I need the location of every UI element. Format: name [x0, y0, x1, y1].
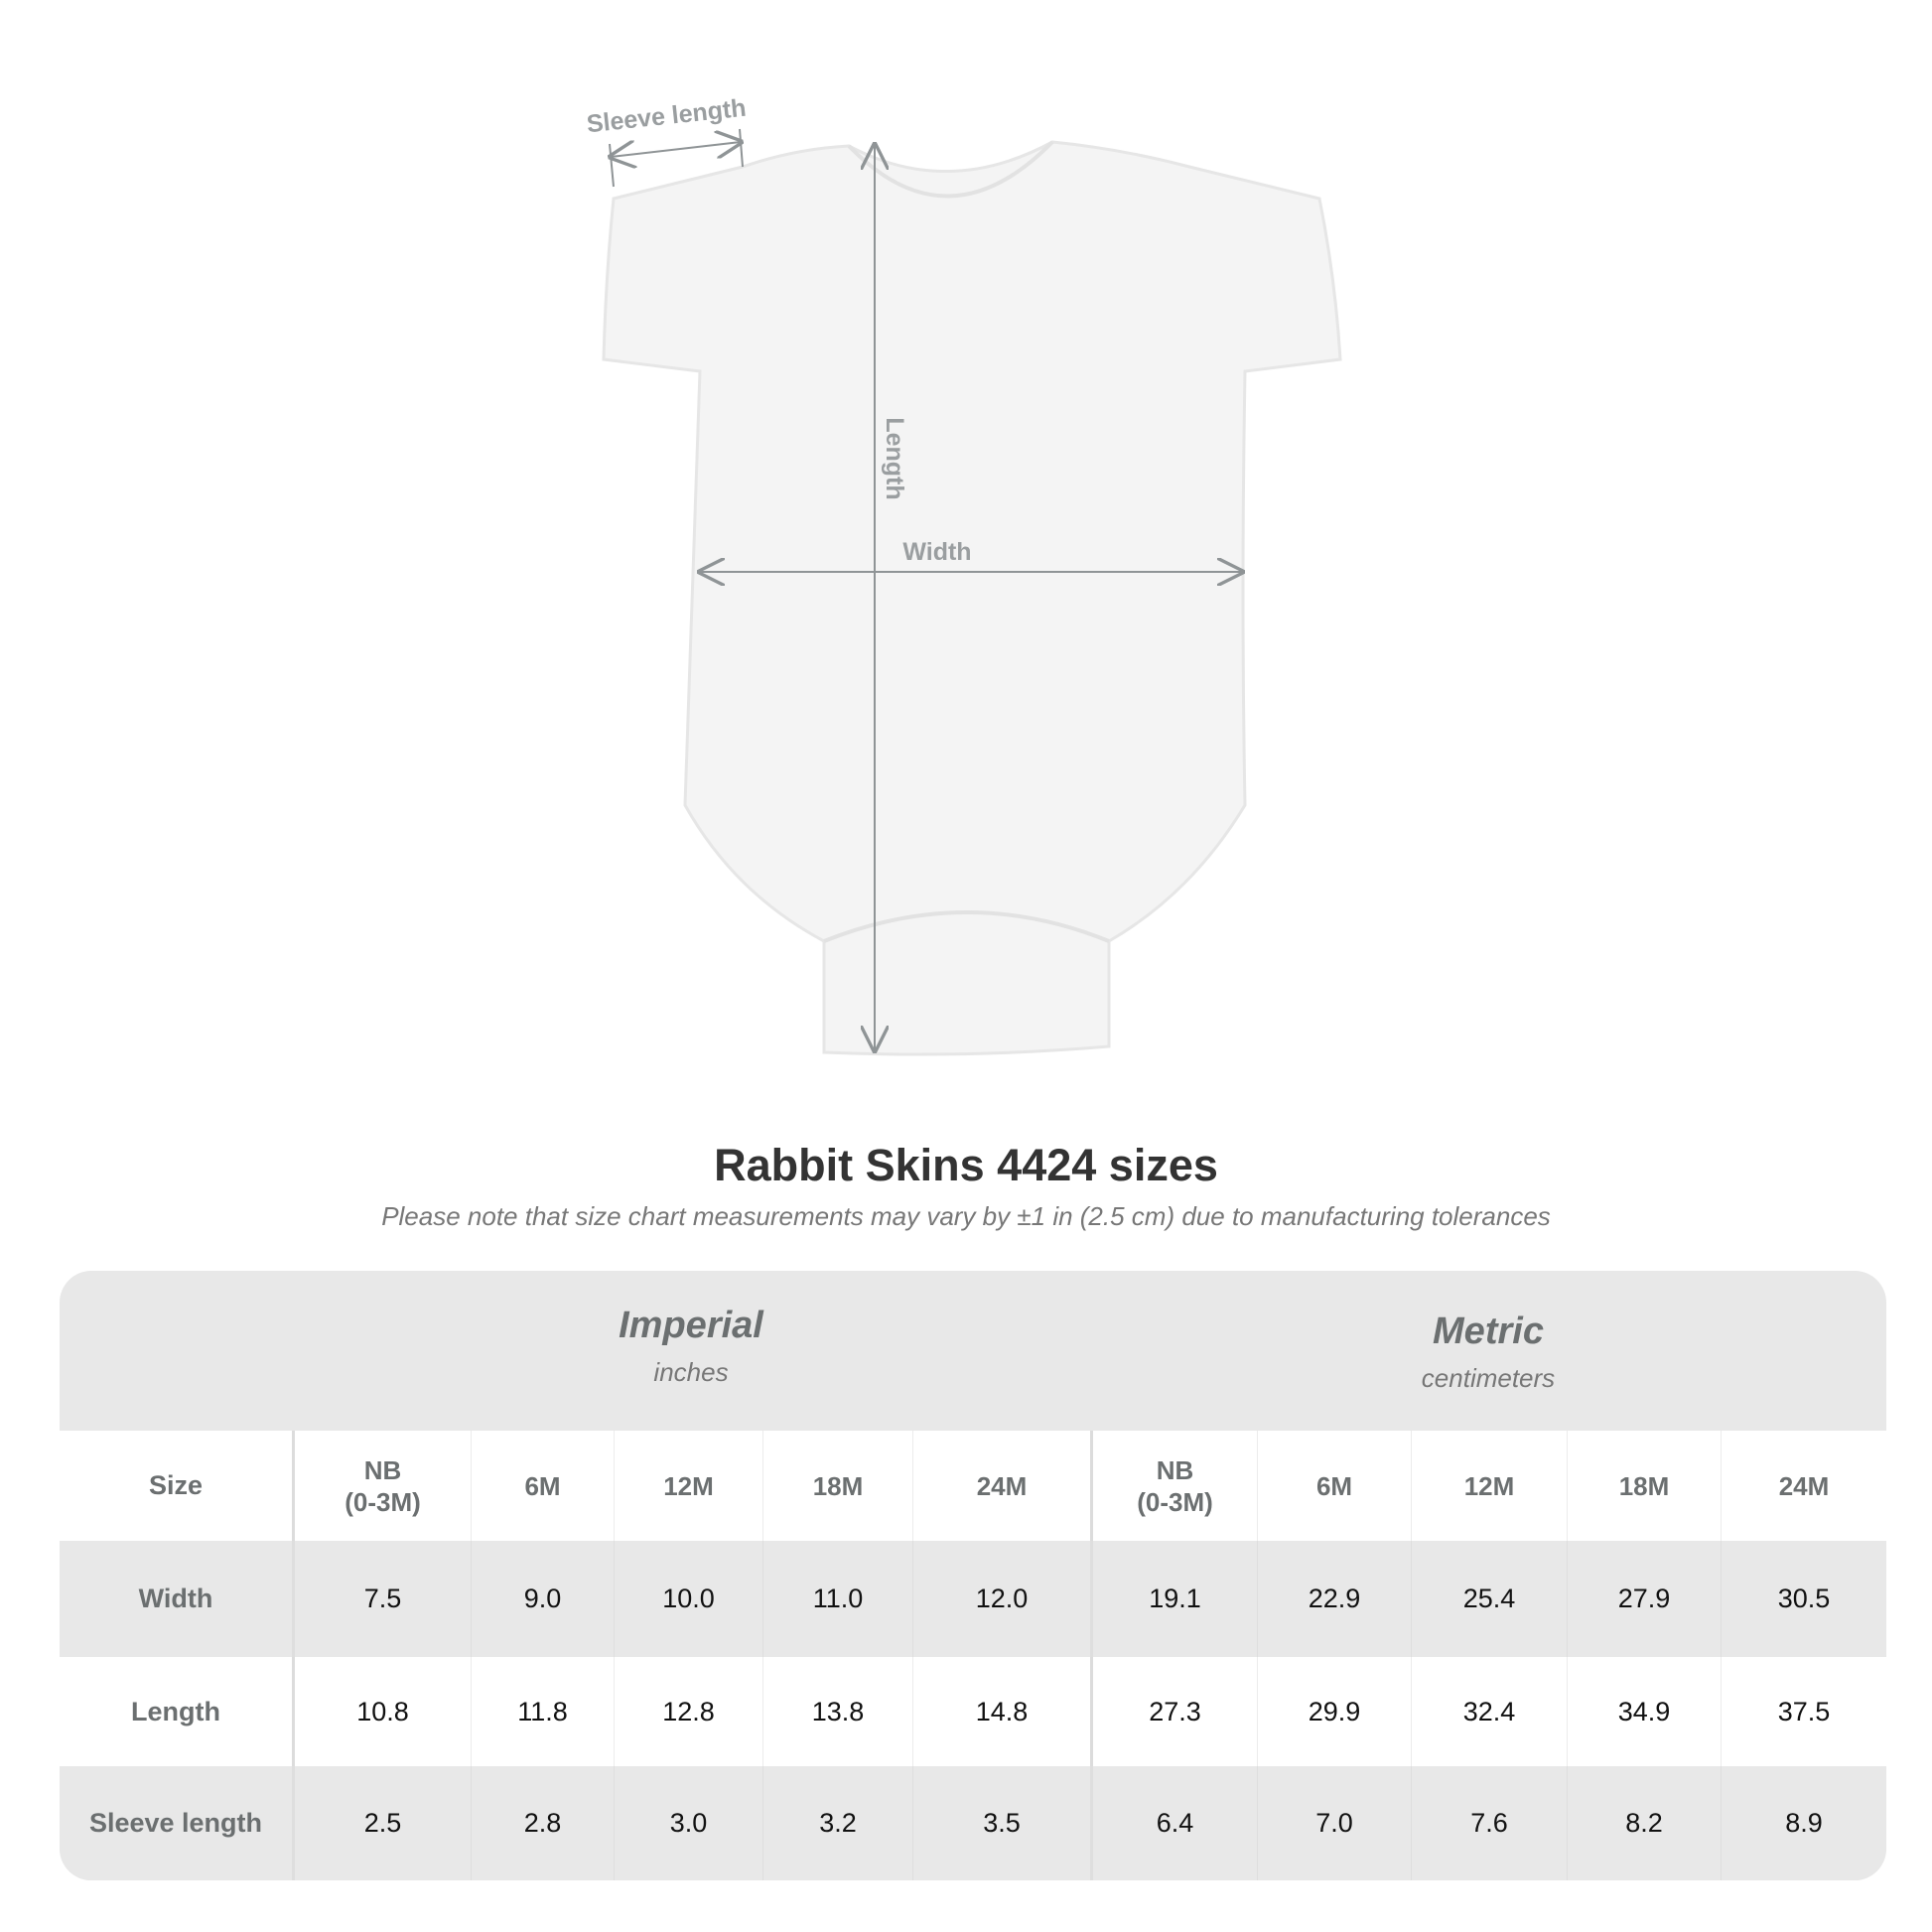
imperial-value: 12.8: [614, 1657, 762, 1766]
imperial-label: Imperial: [619, 1305, 763, 1346]
row-label: Length: [131, 1696, 220, 1726]
length-label: Length: [881, 417, 908, 499]
imperial-value: 3.2: [762, 1766, 912, 1880]
tolerance-note: Please note that size chart measurements…: [381, 1201, 1551, 1231]
sleeve-length-label: Sleeve length: [586, 94, 748, 139]
imperial-value: 2.8: [471, 1766, 614, 1880]
size-header-imperial: NB (0-3M): [292, 1431, 471, 1541]
size-header-metric: NB (0-3M): [1090, 1431, 1257, 1541]
sleeve-tick-right: [739, 128, 744, 168]
metric-value: 7.6: [1411, 1766, 1567, 1880]
table-row: Sleeve length 2.5 2.8 3.0 3.2 3.5 6.4 7.0 7.6 8.2…: [60, 1766, 1886, 1880]
table-row: Length 10.8 11.8 12.8 13.8 14.8 27.3 29.9 32.4 34…: [60, 1657, 1886, 1766]
size-table: Imperial inches Metric centimeters Size N…: [60, 1271, 1886, 1880]
imperial-value: 3.5: [912, 1766, 1090, 1880]
metric-value: 37.5: [1721, 1657, 1886, 1766]
imperial-value: 11.8: [471, 1657, 614, 1766]
sleeve-tick-left: [609, 143, 615, 188]
size-header-metric: 6M: [1257, 1431, 1411, 1541]
width-label: Width: [902, 538, 971, 566]
size-header-imperial: 24M: [912, 1431, 1090, 1541]
metric-value: 25.4: [1411, 1541, 1567, 1657]
sleeve-measure-line: [611, 142, 741, 157]
metric-value: 27.3: [1090, 1657, 1257, 1766]
metric-value: 22.9: [1257, 1541, 1411, 1657]
imperial-value: 2.5: [292, 1766, 471, 1880]
metric-unit: centimeters: [1421, 1363, 1556, 1393]
size-header-imperial: 12M: [614, 1431, 762, 1541]
size-header-row: Size NB (0-3M) 6M 12M 18M 24M NB (0-3M) 6M 12M 18…: [60, 1431, 1886, 1541]
imperial-value: 14.8: [912, 1657, 1090, 1766]
size-label: Size: [148, 1470, 204, 1500]
imperial-value: 12.0: [912, 1541, 1090, 1657]
imperial-value: 9.0: [471, 1541, 614, 1657]
size-header-metric: 12M: [1411, 1431, 1567, 1541]
row-label: Sleeve length: [88, 1808, 263, 1838]
bodysuit-shape: [602, 140, 1342, 1056]
metric-value: 30.5: [1721, 1541, 1886, 1657]
size-header-metric: 18M: [1567, 1431, 1721, 1541]
metric-label: Metric: [1433, 1311, 1544, 1352]
metric-value: 8.2: [1567, 1766, 1721, 1880]
page-title: Rabbit Skins 4424 sizes: [714, 1140, 1218, 1190]
imperial-value: 10.8: [292, 1657, 471, 1766]
metric-value: 34.9: [1567, 1657, 1721, 1766]
imperial-value: 11.0: [762, 1541, 912, 1657]
metric-value: 32.4: [1411, 1657, 1567, 1766]
metric-value: 27.9: [1567, 1541, 1721, 1657]
size-header-metric: 24M: [1721, 1431, 1886, 1541]
imperial-value: 3.0: [614, 1766, 762, 1880]
bodysuit-diagram: Sleeve length Length Width: [586, 94, 1342, 1056]
imperial-value: 13.8: [762, 1657, 912, 1766]
metric-value: 8.9: [1721, 1766, 1886, 1880]
imperial-value: 7.5: [292, 1541, 471, 1657]
size-header-imperial: 6M: [471, 1431, 614, 1541]
metric-header: Metric centimeters: [1090, 1277, 1886, 1437]
size-header-imperial: 18M: [762, 1431, 912, 1541]
imperial-unit: inches: [653, 1357, 729, 1387]
row-label: Width: [138, 1584, 213, 1613]
table-row: Width 7.5 9.0 10.0 11.0 12.0 19.1 22.9 25.4 27.9 3…: [60, 1541, 1886, 1657]
metric-value: 6.4: [1090, 1766, 1257, 1880]
imperial-header: Imperial inches: [292, 1271, 1090, 1431]
metric-value: 7.0: [1257, 1766, 1411, 1880]
imperial-value: 10.0: [614, 1541, 762, 1657]
metric-value: 29.9: [1257, 1657, 1411, 1766]
metric-value: 19.1: [1090, 1541, 1257, 1657]
